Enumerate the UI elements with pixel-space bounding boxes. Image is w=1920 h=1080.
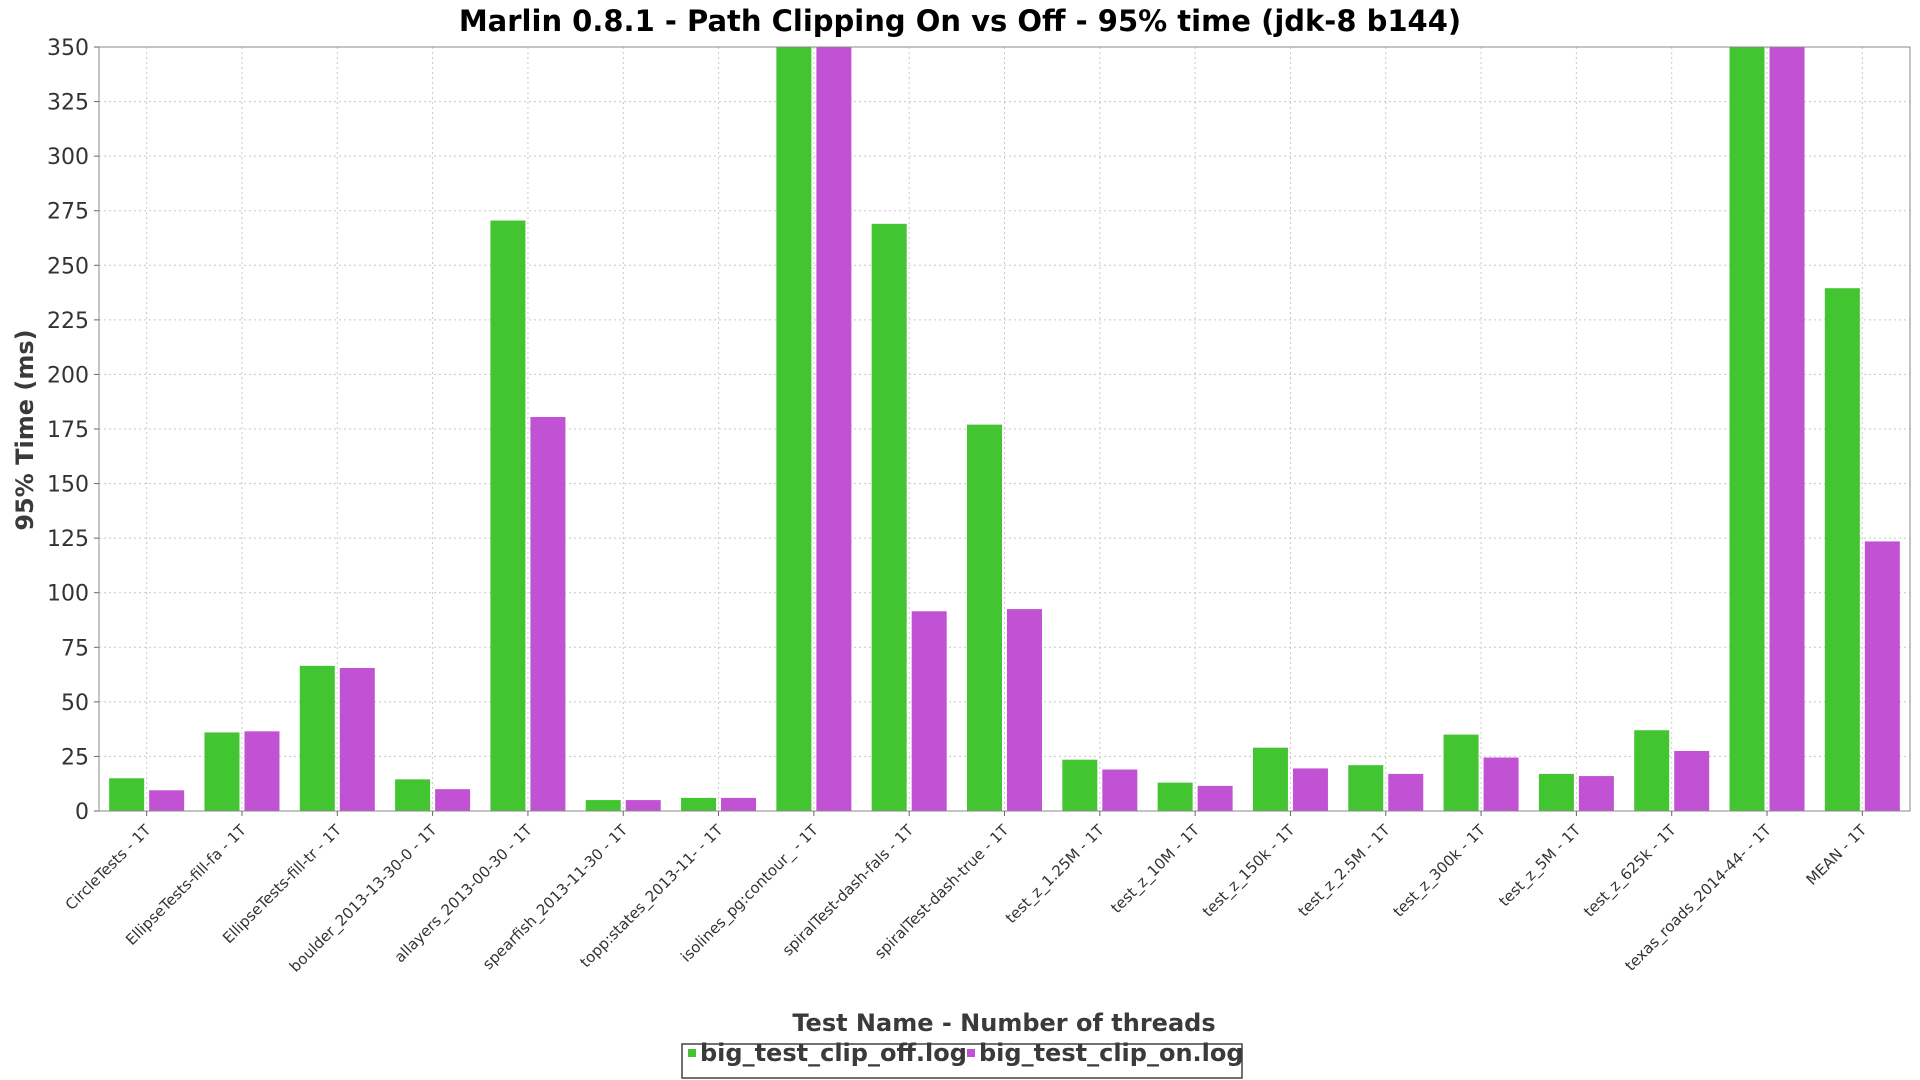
y-tick-label: 0	[75, 800, 89, 825]
y-tick-label: 325	[47, 91, 89, 116]
bar-clip-on	[149, 790, 185, 811]
bar-clip-on	[816, 47, 852, 811]
bar-clip-off	[681, 797, 717, 811]
legend-label-clip-on: big_test_clip_on.log	[979, 1039, 1244, 1067]
bar-clip-off	[1062, 759, 1098, 811]
x-tick-label: test_z_300k - 1T	[1389, 821, 1490, 922]
y-axis-label: 95% Time (ms)	[11, 329, 39, 530]
bar-clip-off	[490, 220, 526, 812]
bar-clip-on	[1007, 609, 1042, 811]
bar-clip-on	[435, 789, 471, 811]
bar-clip-on	[1102, 769, 1138, 811]
y-axis-ticks: 0 25 50 75 100 125 150 175 200 225 250 275 300 325 350	[47, 36, 99, 825]
y-tick-label: 225	[47, 309, 89, 334]
bar-clip-off	[109, 778, 145, 811]
y-tick-label: 300	[47, 145, 89, 170]
bar-clip-off	[1443, 734, 1479, 811]
y-tick-label: 150	[47, 473, 89, 498]
bar-clip-on	[244, 731, 280, 811]
bar-clip-on	[1578, 776, 1614, 811]
bar-clip-on	[1674, 750, 1710, 811]
bar-clip-off	[967, 424, 1002, 811]
bar-clip-off	[299, 665, 335, 811]
bar-clip-off	[204, 732, 240, 811]
grid	[99, 46, 1910, 812]
bar-clip-off	[1634, 730, 1670, 811]
x-tick-label: test_z_10M - 1T	[1107, 821, 1204, 918]
bar-clip-on	[1769, 47, 1805, 811]
legend-swatch-clip-off	[688, 1049, 696, 1057]
bar-clip-on	[1864, 541, 1900, 811]
x-tick-label: CircleTests - 1T	[62, 821, 155, 914]
bar-clip-on	[1388, 773, 1424, 811]
legend: big_test_clip_off.log big_test_clip_on.l…	[681, 1039, 1244, 1079]
x-tick-label: test_z_5M - 1T	[1495, 821, 1585, 911]
bar-clip-on	[1197, 785, 1233, 811]
legend-swatch-clip-on	[967, 1049, 975, 1057]
y-tick-label: 50	[61, 691, 89, 716]
bar-clip-off	[585, 800, 621, 811]
chart-title: Marlin 0.8.1 - Path Clipping On vs Off -…	[459, 4, 1461, 38]
bar-clip-off	[871, 223, 907, 812]
y-tick-label: 250	[47, 254, 89, 279]
bar-clip-on	[1483, 757, 1519, 811]
x-tick-label: MEAN - 1T	[1803, 821, 1871, 889]
bar-clip-off	[1538, 773, 1574, 811]
bar-clip-on	[339, 668, 375, 811]
x-axis-label: Test Name - Number of threads	[792, 1009, 1215, 1037]
y-tick-label: 200	[47, 363, 89, 388]
bar-clip-on	[911, 611, 947, 811]
bar-clip-off	[1348, 765, 1384, 811]
y-tick-label: 100	[47, 582, 89, 607]
y-tick-label: 350	[47, 36, 89, 61]
x-tick-label: test_z_625k - 1T	[1580, 821, 1681, 922]
bar-clip-on	[530, 416, 566, 811]
y-tick-label: 275	[47, 200, 89, 225]
y-tick-label: 25	[61, 745, 89, 770]
legend-label-clip-off: big_test_clip_off.log	[700, 1039, 967, 1067]
bar-clip-off	[395, 779, 431, 811]
bar-clip-off	[1252, 747, 1288, 811]
bar-clip-off	[1729, 47, 1765, 811]
y-tick-label: 75	[61, 636, 89, 661]
bar-clip-off	[776, 47, 812, 811]
bar-clip-on	[1292, 768, 1328, 811]
x-tick-label: test_z_1.25M - 1T	[1002, 821, 1109, 928]
y-tick-label: 125	[47, 527, 89, 552]
bar-clip-on	[625, 800, 661, 811]
bar-clip-on	[721, 797, 757, 811]
x-tick-label: test_z_2.5M - 1T	[1294, 821, 1394, 921]
bars	[109, 47, 1900, 812]
y-tick-label: 175	[47, 418, 89, 443]
legend-box	[681, 1043, 1243, 1079]
bar-clip-off	[1157, 782, 1193, 811]
bar-clip-off	[1824, 288, 1860, 812]
x-tick-label: test_z_150k - 1T	[1199, 821, 1300, 922]
